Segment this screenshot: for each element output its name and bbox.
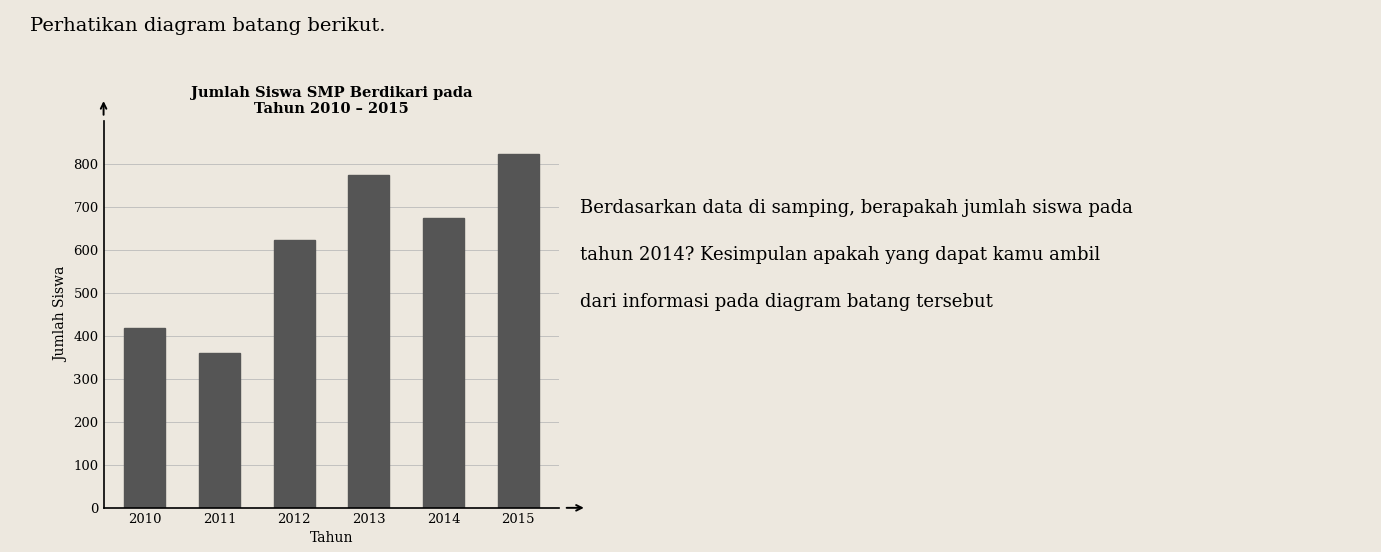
Bar bbox=[423, 218, 464, 508]
Text: tahun 2014? Kesimpulan apakah yang dapat kamu ambil: tahun 2014? Kesimpulan apakah yang dapat… bbox=[580, 246, 1101, 264]
Bar bbox=[199, 353, 240, 508]
Bar bbox=[273, 240, 315, 508]
Text: Berdasarkan data di samping, berapakah jumlah siswa pada: Berdasarkan data di samping, berapakah j… bbox=[580, 199, 1132, 217]
Text: dari informasi pada diagram batang tersebut: dari informasi pada diagram batang terse… bbox=[580, 293, 993, 311]
X-axis label: Tahun: Tahun bbox=[309, 531, 354, 545]
Title: Jumlah Siswa SMP Berdikari pada
Tahun 2010 – 2015: Jumlah Siswa SMP Berdikari pada Tahun 20… bbox=[191, 86, 472, 116]
Y-axis label: Jumlah Siswa: Jumlah Siswa bbox=[54, 267, 68, 362]
Text: Perhatikan diagram batang berikut.: Perhatikan diagram batang berikut. bbox=[30, 17, 385, 35]
Bar bbox=[124, 327, 166, 508]
Bar bbox=[348, 175, 389, 508]
Bar bbox=[497, 153, 539, 508]
